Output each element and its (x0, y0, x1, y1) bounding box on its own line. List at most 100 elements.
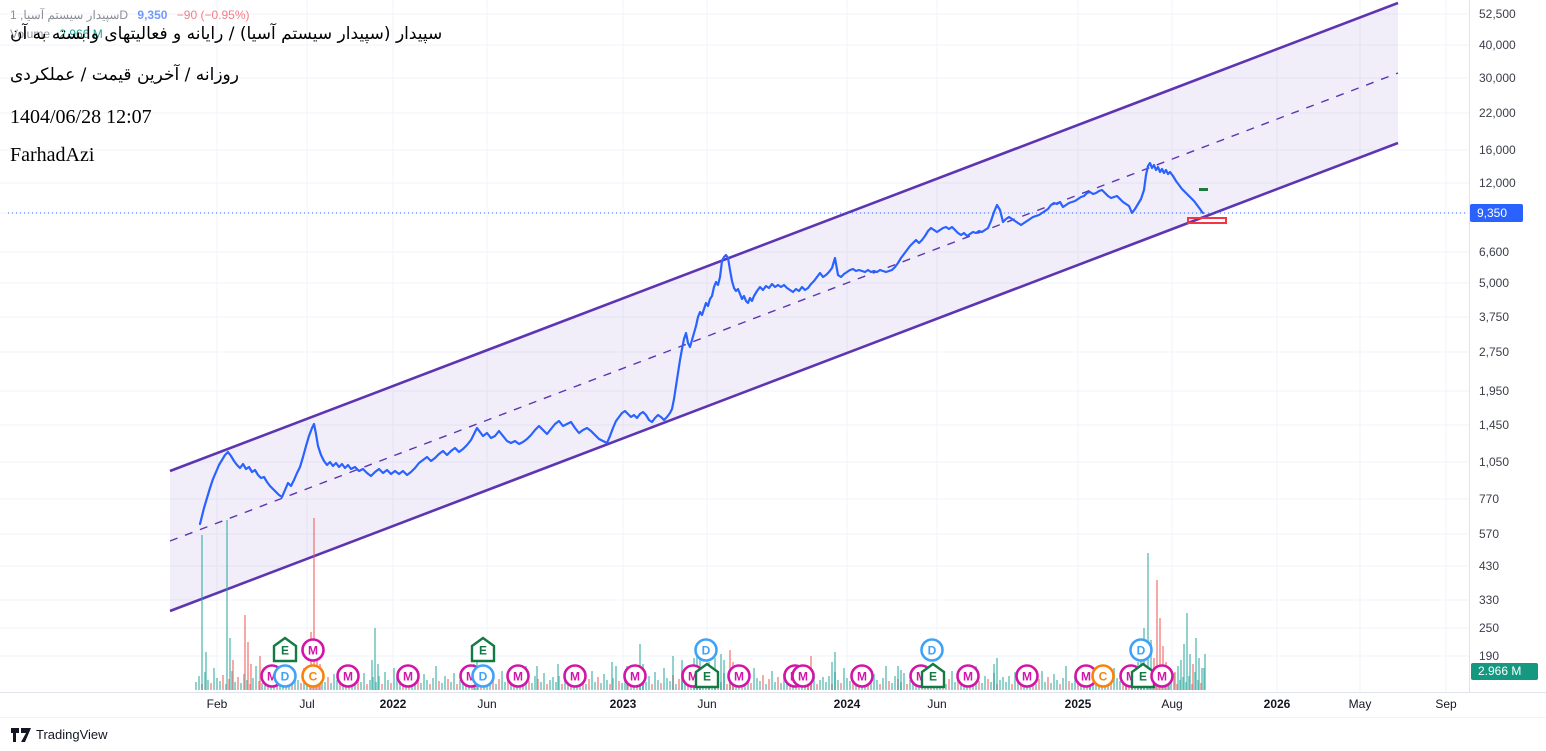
event-marker-M[interactable]: M (623, 664, 647, 688)
event-marker-M[interactable]: M (850, 664, 874, 688)
svg-text:C: C (1099, 670, 1108, 684)
time-axis-label: Feb (206, 697, 228, 711)
symbol-name[interactable]: سپیدار سیستم آسیا, 1D (10, 8, 129, 22)
price-line-series[interactable] (198, 161, 1205, 526)
event-marker-C[interactable]: C (301, 664, 325, 688)
gridlines (0, 0, 1469, 692)
svg-text:D: D (1137, 644, 1146, 658)
event-marker-C[interactable]: C (1091, 664, 1115, 688)
time-axis-label: May (1348, 697, 1372, 711)
time-axis-label: 2023 (609, 697, 637, 711)
price-axis-label: 430 (1479, 559, 1500, 573)
event-marker-M[interactable]: M (956, 664, 980, 688)
svg-text:E: E (929, 670, 937, 684)
time-axis-label: 2026 (1263, 697, 1291, 711)
svg-text:M: M (688, 670, 698, 684)
svg-text:M: M (267, 670, 277, 684)
last-price: 9,350 (137, 8, 168, 22)
svg-text:E: E (281, 644, 289, 658)
svg-text:E: E (479, 644, 487, 658)
svg-text:D: D (702, 644, 711, 658)
price-axis-label: 190 (1479, 649, 1500, 663)
time-axis-label: 2025 (1064, 697, 1092, 711)
svg-text:M: M (963, 670, 973, 684)
time-axis-label: Jun (477, 697, 497, 711)
svg-text:E: E (1139, 670, 1147, 684)
event-marker-E[interactable]: E (1130, 662, 1156, 689)
event-marker-M[interactable]: M (791, 664, 815, 688)
price-axis-label: 1,950 (1479, 384, 1510, 398)
time-axis-label: 2024 (833, 697, 861, 711)
current-volume-badge: 2.966 M (1471, 663, 1538, 680)
price-scale[interactable]: 52,500 40,000 30,000 22,000 16,000 12,000 6,60… (1469, 0, 1546, 692)
svg-text:M: M (1157, 670, 1167, 684)
red-box-drawing[interactable] (1187, 217, 1227, 224)
svg-text:M: M (798, 670, 808, 684)
svg-text:M: M (513, 670, 523, 684)
svg-text:M: M (466, 670, 476, 684)
volume-legend[interactable]: Volume 2.966 M (10, 27, 103, 41)
svg-text:D: D (281, 670, 290, 684)
time-axis-label: Jun (697, 697, 717, 711)
event-marker-D[interactable]: D (273, 664, 297, 688)
svg-text:C: C (309, 670, 318, 684)
volume-label: Volume (10, 27, 51, 41)
price-chart-canvas[interactable]: MEDMCMMMEDMMMMDEMMMMMDEMMMCMDEM (0, 0, 1546, 692)
event-marker-E[interactable]: E (470, 636, 496, 663)
time-axis-label: Aug (1161, 697, 1183, 711)
price-axis-label: 1,450 (1479, 418, 1510, 432)
event-marker-M[interactable]: M (396, 664, 420, 688)
event-marker-E[interactable]: E (694, 662, 720, 689)
event-marker-M[interactable]: M (563, 664, 587, 688)
note-subtitle-line: روزانه / آخرین قیمت / عملکردی (10, 65, 239, 85)
footer-bar: TradingView (0, 717, 1546, 751)
price-axis-label: 250 (1479, 621, 1500, 635)
price-axis-label: 52,500 (1479, 7, 1516, 21)
time-axis-label: Jul (299, 697, 315, 711)
price-axis-label: 770 (1479, 492, 1500, 506)
price-axis-label: 1,050 (1479, 455, 1510, 469)
price-axis-label: 3,750 (1479, 310, 1510, 324)
green-tick-mark[interactable] (1199, 188, 1208, 191)
svg-text:M: M (403, 670, 413, 684)
event-marker-D[interactable]: D (920, 638, 944, 662)
note-title-line: سپیدار (سپیدار سیستم آسیا) / رایانه و فع… (10, 24, 443, 44)
symbol-legend[interactable]: سپیدار سیستم آسیا, 1D 9,350 −90 (−0.95%) (10, 8, 250, 22)
event-marker-D[interactable]: D (471, 664, 495, 688)
svg-text:M: M (857, 670, 867, 684)
price-change: −90 (−0.95%) (176, 8, 250, 22)
event-marker-M[interactable]: M (1015, 664, 1039, 688)
channel-median-line (169, 72, 1399, 542)
event-marker-M[interactable]: M (727, 664, 751, 688)
price-axis-label: 5,000 (1479, 276, 1510, 290)
trend-channel[interactable] (169, 1, 1399, 613)
event-marker-D[interactable]: D (1129, 638, 1153, 662)
tradingview-brand[interactable]: TradingView (36, 727, 108, 742)
channel-upper-line (169, 1, 1399, 473)
event-marker-M[interactable]: M (301, 638, 325, 662)
svg-text:D: D (928, 644, 937, 658)
note-timestamp: 1404/06/28 12:07 (10, 106, 152, 128)
price-axis-label: 40,000 (1479, 38, 1516, 52)
time-axis-label: Jun (927, 697, 947, 711)
event-marker-M[interactable]: M (336, 664, 360, 688)
time-axis-label: Sep (1435, 697, 1457, 711)
svg-text:E: E (703, 670, 711, 684)
time-scale[interactable]: Feb Jul 2022 Jun 2023 Jun 2024 Jun 2025 Aug 2026 Ma… (0, 692, 1546, 718)
event-marker-D[interactable]: D (694, 638, 718, 662)
event-marker-E[interactable]: E (272, 636, 298, 663)
price-axis-label: 22,000 (1479, 106, 1516, 120)
svg-text:M: M (570, 670, 580, 684)
volume-value: 2.966 M (59, 27, 103, 41)
time-axis-label: 2022 (379, 697, 407, 711)
price-axis-label: 12,000 (1479, 176, 1516, 190)
event-marker-E[interactable]: E (920, 662, 946, 689)
event-marker-M[interactable]: M (1150, 664, 1174, 688)
svg-text:M: M (1022, 670, 1032, 684)
svg-text:M: M (308, 644, 318, 658)
price-axis-label: 16,000 (1479, 143, 1516, 157)
event-marker-M[interactable]: M (506, 664, 530, 688)
tradingview-logo-icon[interactable] (10, 727, 32, 743)
channel-lower-line (169, 141, 1399, 613)
price-axis-label: 6,600 (1479, 245, 1510, 259)
